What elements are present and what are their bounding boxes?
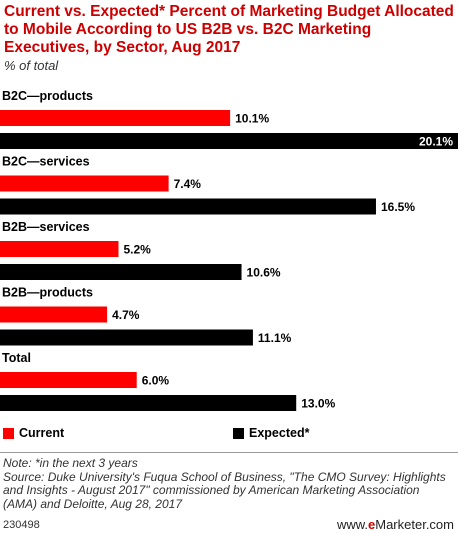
chart-title: Current vs. Expected* Percent of Marketi… (4, 3, 454, 56)
legend-item-current: Current (3, 426, 64, 440)
bar-expected (0, 329, 253, 346)
bar-current (0, 175, 169, 192)
bar-expected (0, 395, 297, 411)
data-label: 5.2% (123, 243, 151, 257)
legend-label-expected: Expected* (249, 426, 310, 440)
footnote: Note: *in the next 3 years Source: Duke … (3, 456, 453, 511)
brand-prefix: www. (336, 517, 369, 532)
footer-divider (0, 452, 458, 453)
category-label: B2B—products (2, 286, 93, 300)
emarketer-logo[interactable]: www.eMarketer.com (337, 517, 454, 532)
note-text: Note: *in the next 3 years (3, 456, 138, 470)
data-label: 11.1% (258, 331, 292, 345)
category-label: B2B—services (2, 220, 90, 234)
brand-e: e (368, 517, 376, 532)
data-label: 6.0% (142, 374, 170, 388)
chart-id: 230498 (3, 519, 40, 531)
category-label: B2C—services (2, 155, 90, 169)
brand-suffix: Marketer.com (375, 517, 454, 532)
data-label: 7.4% (174, 177, 202, 191)
bar-chart: B2C—products 10.1% 20.1% B2C—services 7.4% 16… (0, 89, 458, 411)
chart-subtitle: % of total (4, 58, 59, 73)
legend-swatch-expected (233, 427, 244, 439)
data-label: 10.1% (235, 112, 269, 126)
source-text: Source: Duke University's Fuqua School o… (3, 469, 446, 511)
legend-item-expected: Expected* (233, 426, 309, 440)
data-label: 13.0% (301, 397, 335, 411)
category-label: B2C—products (2, 89, 93, 103)
bar-current (0, 306, 108, 323)
data-label: 4.7% (112, 308, 140, 322)
legend: Current Expected* (0, 426, 458, 444)
bar-expected (0, 198, 376, 215)
bar-current (0, 241, 119, 257)
data-label: 10.6% (247, 266, 281, 280)
bar-expected (0, 133, 458, 149)
data-label: 16.5% (381, 200, 415, 214)
bar-current (0, 372, 137, 388)
bar-current (0, 110, 231, 126)
category-label: Total (2, 351, 31, 365)
data-label: 20.1% (419, 135, 453, 149)
bar-expected (0, 264, 242, 280)
legend-label-current: Current (19, 426, 65, 440)
legend-swatch-current (3, 427, 14, 439)
